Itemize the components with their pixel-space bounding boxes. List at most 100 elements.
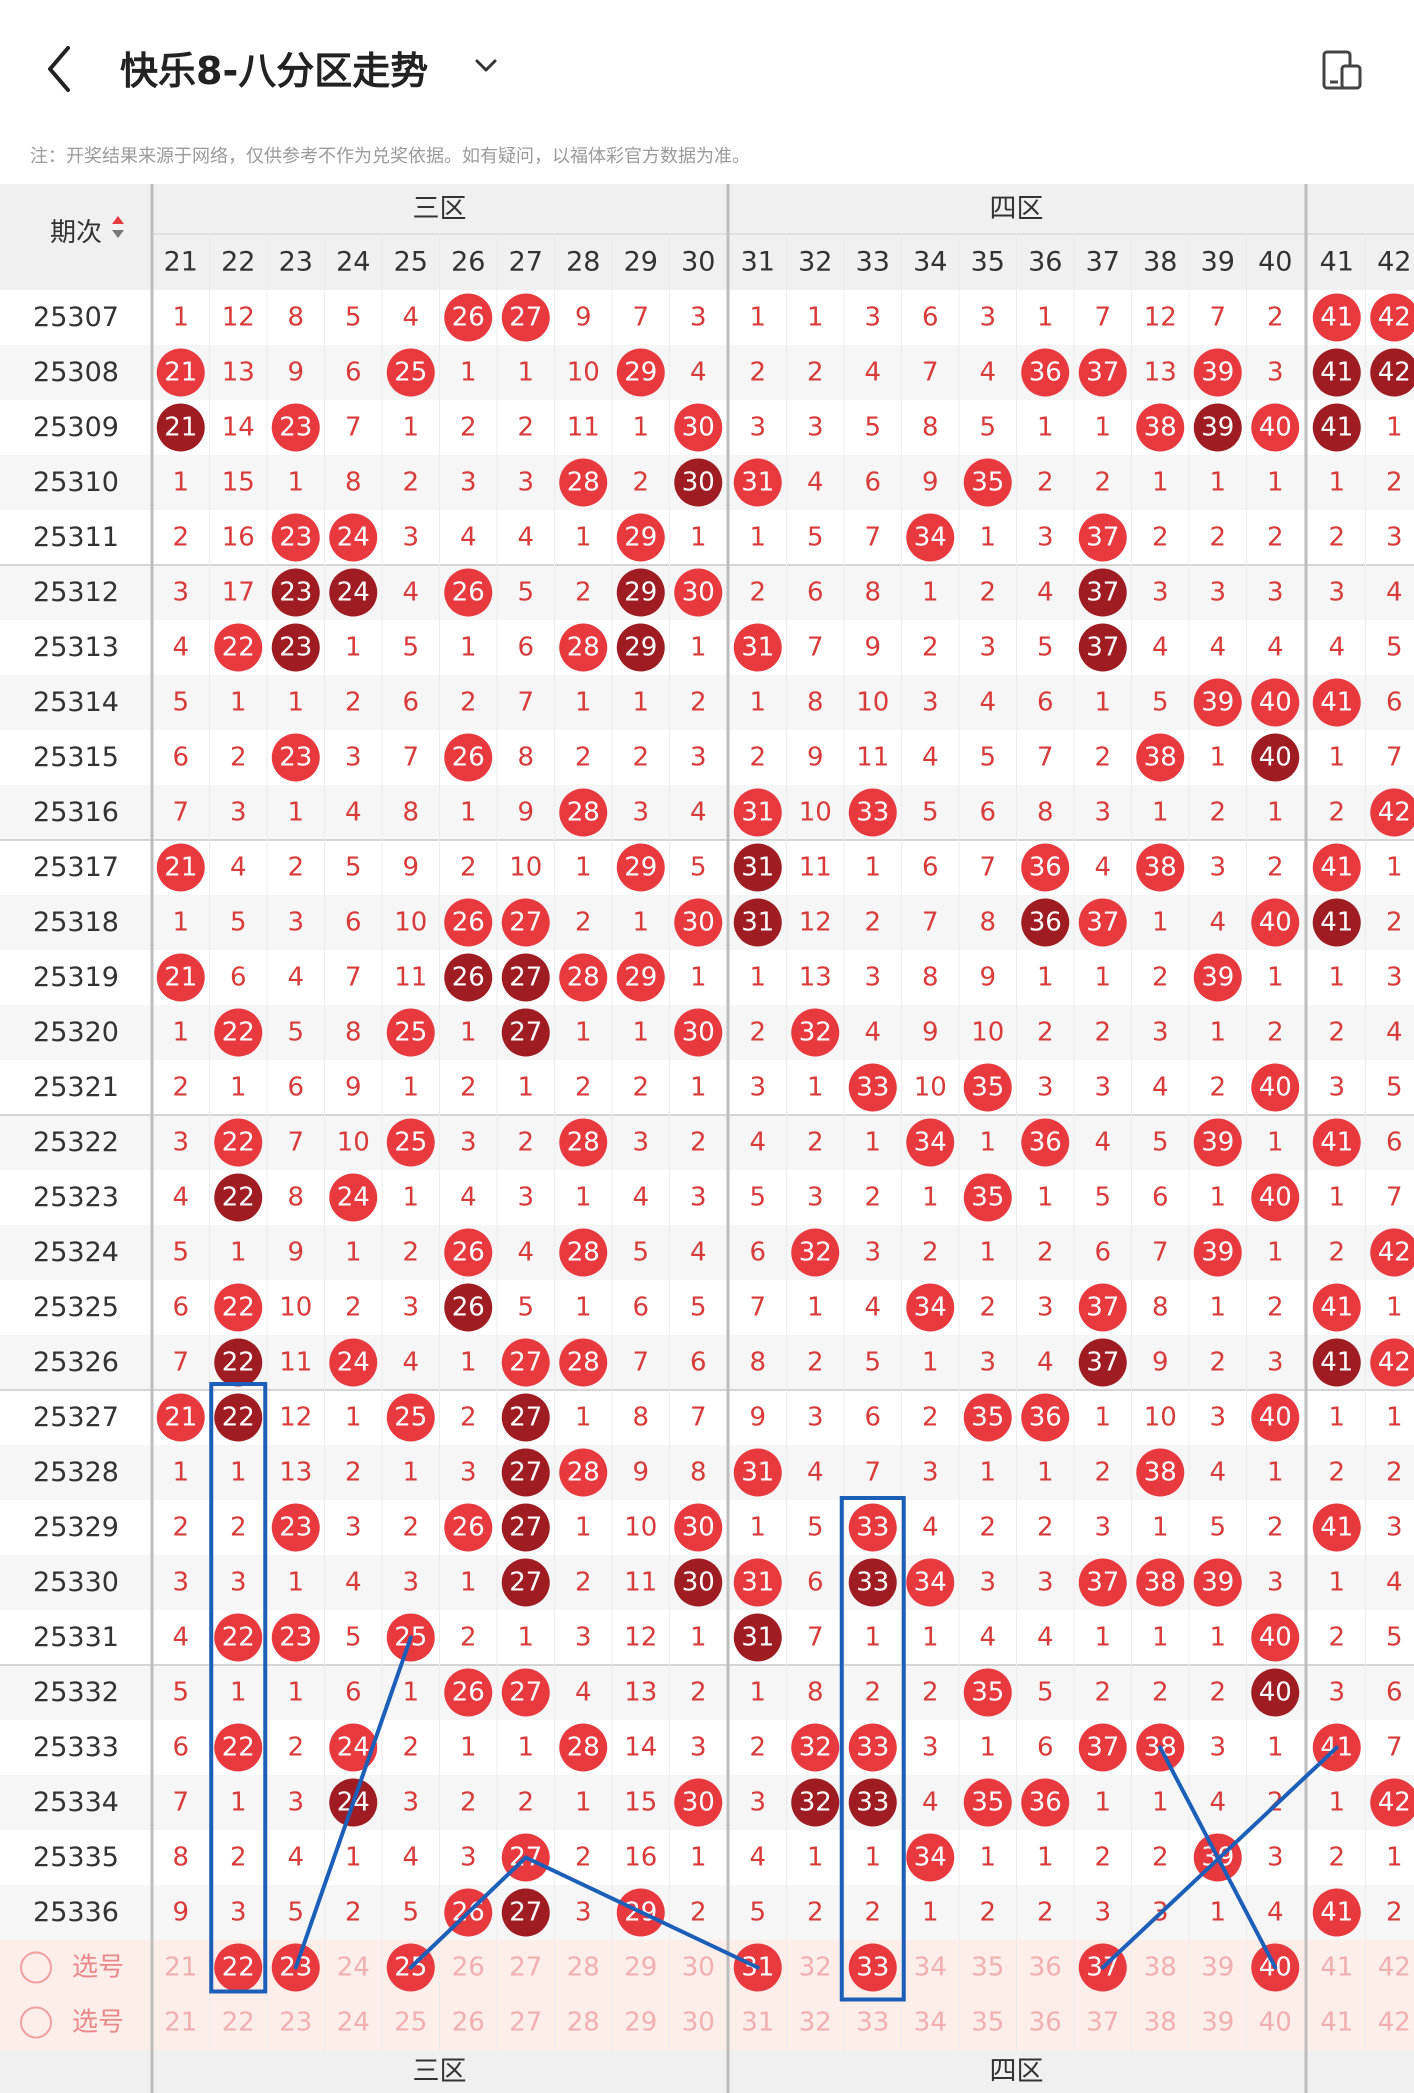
select-number[interactable]: 38	[1144, 1953, 1177, 1983]
miss-count: 4	[1328, 633, 1345, 663]
ball-number: 29	[624, 578, 657, 608]
select-number[interactable]: 31	[741, 2008, 774, 2038]
miss-count: 2	[1267, 523, 1284, 553]
miss-count: 1	[230, 1238, 247, 1268]
sort-arrows-icon[interactable]	[112, 216, 124, 238]
select-radio[interactable]	[20, 2006, 52, 2039]
select-number[interactable]: 26	[452, 2008, 485, 2038]
select-number[interactable]: 28	[567, 2008, 600, 2038]
ball-bg	[1370, 1778, 1414, 1827]
ball-bg	[733, 1613, 782, 1662]
select-radio[interactable]	[20, 1951, 52, 1984]
miss-count: 8	[807, 1678, 824, 1708]
select-number[interactable]: 38	[1144, 2008, 1177, 2038]
select-number[interactable]: 36	[1029, 1953, 1062, 1983]
miss-count: 2	[287, 1733, 304, 1763]
column-header-23: 23	[279, 247, 313, 278]
select-number[interactable]: 22	[222, 2008, 255, 2038]
miss-count: 1	[1267, 1238, 1284, 1268]
miss-count: 3	[749, 1788, 766, 1818]
page-title[interactable]: 快乐8-八分区走势	[120, 49, 429, 93]
select-number[interactable]: 28	[567, 1953, 600, 1983]
select-number[interactable]: 34	[914, 1953, 947, 1983]
miss-count: 2	[1209, 1348, 1226, 1378]
select-number[interactable]: 39	[1201, 1953, 1234, 1983]
back-arrow-icon[interactable]	[40, 42, 80, 97]
draw-ball-28: 28	[559, 1448, 608, 1497]
miss-count: 3	[1267, 1348, 1284, 1378]
chevron-down-icon[interactable]	[472, 52, 500, 80]
select-number[interactable]: 40	[1259, 2008, 1292, 2038]
draw-ball-40: 40	[1251, 898, 1300, 947]
draw-ball-39: 39	[1193, 678, 1242, 727]
ball-number: 21	[164, 413, 197, 443]
miss-count: 3	[575, 1898, 592, 1928]
ball-number: 23	[279, 413, 312, 443]
select-number[interactable]: 23	[279, 2008, 312, 2038]
select-number[interactable]: 42	[1378, 1953, 1411, 1983]
ball-number: 22	[222, 1018, 255, 1048]
select-number[interactable]: 29	[624, 1953, 657, 1983]
select-number[interactable]: 41	[1320, 2008, 1353, 2038]
miss-count: 7	[172, 1788, 189, 1818]
select-number[interactable]: 21	[164, 2008, 197, 2038]
ball-bg	[616, 623, 665, 672]
select-label[interactable]: 选号	[72, 1953, 124, 1983]
miss-count: 1	[1037, 1843, 1054, 1873]
select-number[interactable]: 24	[337, 2008, 370, 2038]
draw-ball-35: 35	[963, 1778, 1012, 1827]
ball-number: 23	[279, 633, 312, 663]
miss-count: 1	[575, 523, 592, 553]
period-column-header[interactable]: 期次	[50, 218, 102, 248]
miss-count: 2	[1328, 1843, 1345, 1873]
draw-ball-33: 33	[848, 1778, 897, 1827]
select-number[interactable]: 35	[971, 1953, 1004, 1983]
select-number[interactable]: 27	[509, 2008, 542, 2038]
ball-number: 21	[164, 963, 197, 993]
select-number[interactable]: 27	[509, 1953, 542, 1983]
miss-count: 1	[1094, 688, 1111, 718]
miss-count: 1	[517, 358, 534, 388]
select-number[interactable]: 25	[394, 2008, 427, 2038]
miss-count: 2	[460, 688, 477, 718]
select-ball-22[interactable]: 22	[214, 1943, 263, 1992]
select-number[interactable]: 32	[799, 2008, 832, 2038]
miss-count: 3	[402, 1293, 419, 1323]
miss-count: 1	[1328, 743, 1345, 773]
ball-number: 33	[856, 1788, 889, 1818]
draw-ball-35: 35	[963, 1393, 1012, 1442]
select-number[interactable]: 36	[1029, 2008, 1062, 2038]
ball-bg	[1312, 1118, 1361, 1167]
select-number[interactable]: 29	[624, 2008, 657, 2038]
miss-count: 2	[460, 853, 477, 883]
select-number[interactable]: 21	[164, 1953, 197, 1983]
draw-ball-33: 33	[848, 1063, 897, 1112]
miss-count: 4	[1094, 1128, 1111, 1158]
draw-ball-36: 36	[1021, 348, 1070, 397]
draw-ball-37: 37	[1078, 898, 1127, 947]
display-mode-icon[interactable]	[1320, 48, 1364, 92]
select-number[interactable]: 26	[452, 1953, 485, 1983]
select-number[interactable]: 42	[1378, 2008, 1411, 2038]
select-number[interactable]: 39	[1201, 2008, 1234, 2038]
select-number[interactable]: 37	[1086, 2008, 1119, 2038]
select-number[interactable]: 32	[799, 1953, 832, 1983]
select-number[interactable]: 34	[914, 2008, 947, 2038]
select-number[interactable]: 30	[682, 1953, 715, 1983]
miss-count: 3	[1037, 1293, 1054, 1323]
ball-bg	[1193, 1118, 1242, 1167]
miss-count: 1	[287, 688, 304, 718]
ball-number: 23	[279, 578, 312, 608]
select-number[interactable]: 41	[1320, 1953, 1353, 1983]
select-ball-33[interactable]: 33	[848, 1943, 897, 1992]
miss-count: 1	[1386, 413, 1403, 443]
miss-count: 1	[402, 1183, 419, 1213]
select-number[interactable]: 35	[971, 2008, 1004, 2038]
select-number[interactable]: 33	[856, 2008, 889, 2038]
miss-count: 4	[402, 303, 419, 333]
select-label[interactable]: 选号	[72, 2008, 124, 2038]
draw-ball-26: 26	[444, 1283, 493, 1332]
select-number[interactable]: 30	[682, 2008, 715, 2038]
miss-count: 10	[914, 1073, 947, 1103]
select-number[interactable]: 24	[337, 1953, 370, 1983]
